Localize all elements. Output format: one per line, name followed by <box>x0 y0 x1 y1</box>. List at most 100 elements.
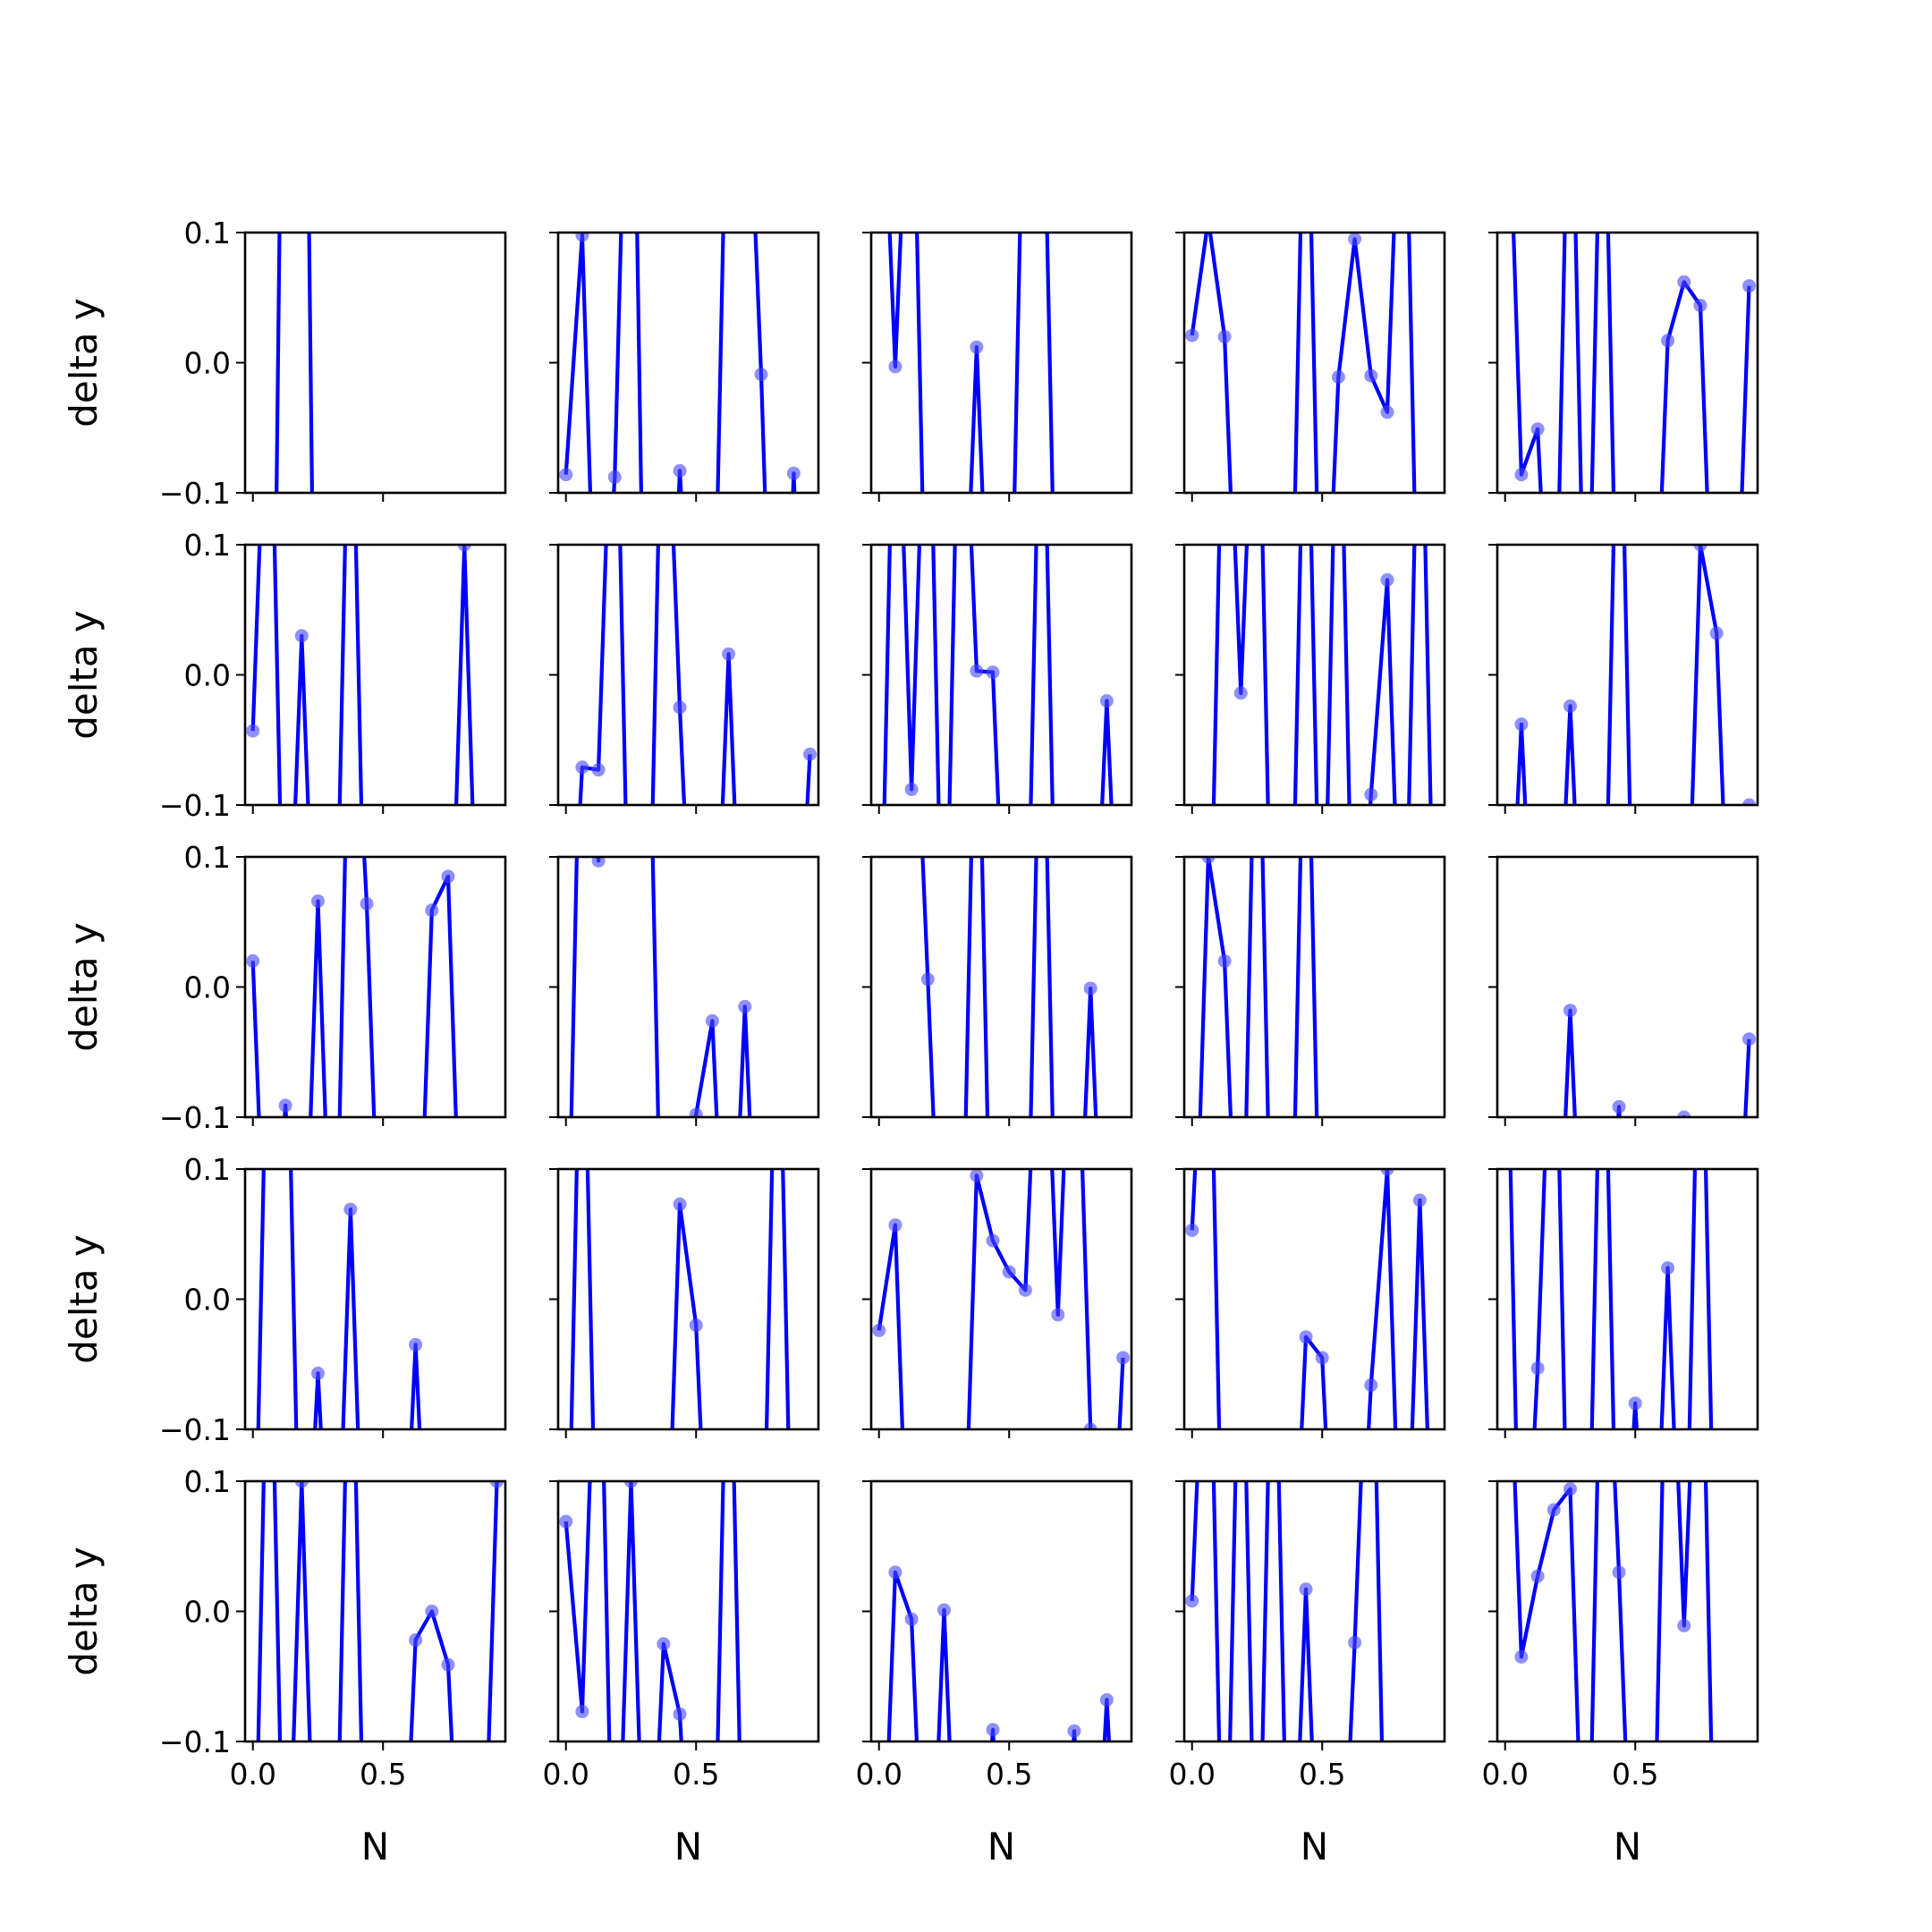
data-point <box>623 1481 638 1488</box>
x-tick-label: 0.5 <box>986 1757 1032 1792</box>
plot-area <box>886 1565 1114 1741</box>
data-point <box>872 1323 886 1337</box>
data-point <box>1364 369 1378 383</box>
subplot-3-2 <box>549 855 820 1126</box>
plot-area <box>256 1169 423 1429</box>
y-tick-label: 0.1 <box>184 216 231 250</box>
subplot-2-1: −0.1 0.0 0.1 delta y <box>62 528 507 823</box>
data-point <box>1364 787 1378 801</box>
y-axis-label: delta y <box>62 1234 106 1364</box>
plot-area <box>256 1481 504 1741</box>
data-point <box>904 783 919 797</box>
data-point <box>575 233 589 242</box>
y-tick-label: 0.1 <box>184 1464 231 1499</box>
data-point <box>457 545 471 552</box>
y-tick-label: −0.1 <box>159 1100 231 1135</box>
series-line <box>569 1169 791 1429</box>
x-tick-label: 0.0 <box>1168 1757 1215 1792</box>
data-point <box>722 647 736 661</box>
plot-area <box>1185 233 1417 493</box>
data-point <box>1530 422 1545 436</box>
data-point <box>1628 1396 1642 1411</box>
data-point <box>360 896 374 911</box>
subplot-3-4 <box>1175 855 1446 1126</box>
data-point <box>1742 1032 1757 1046</box>
data-point <box>1299 1330 1313 1344</box>
x-axis-label: N <box>674 1825 702 1868</box>
data-point <box>904 1612 919 1626</box>
subplot-2-4 <box>1175 543 1446 814</box>
subplot-1-3 <box>862 231 1133 502</box>
data-point <box>1514 717 1529 732</box>
y-tick-label: 0.0 <box>184 346 231 381</box>
plot-area <box>246 545 475 805</box>
subplot-3-3 <box>862 855 1133 1126</box>
plot-area <box>559 233 801 493</box>
data-point <box>607 470 622 485</box>
y-tick-label: −0.1 <box>159 476 231 511</box>
data-point <box>689 1318 703 1333</box>
series-line <box>564 1481 741 1741</box>
data-point <box>294 629 309 643</box>
plot-area <box>569 857 752 1117</box>
y-tick-label: 0.1 <box>184 1152 231 1187</box>
plot-area <box>872 1169 1131 1429</box>
plot-area <box>887 233 1055 493</box>
data-point <box>1315 1351 1329 1365</box>
data-point <box>986 665 1000 680</box>
data-point <box>1364 1378 1378 1393</box>
data-point <box>786 466 801 480</box>
data-point <box>1530 1361 1545 1376</box>
data-point <box>1299 1582 1313 1597</box>
subplot-2-5 <box>1488 543 1759 814</box>
data-point <box>409 1633 423 1648</box>
series-line <box>887 233 1055 493</box>
subplot-1-2 <box>549 231 820 502</box>
data-point <box>575 760 589 775</box>
data-point <box>310 1366 325 1380</box>
data-point <box>1002 1265 1016 1279</box>
data-point <box>490 1481 504 1488</box>
data-point <box>1217 329 1232 343</box>
series-line <box>1190 1481 1385 1741</box>
subplot-grid: −0.1 0.0 0.1 delta y −0.1 0.0 0.1 delta y −0.1 0.… <box>62 216 1759 1868</box>
plot-area <box>1185 1481 1385 1741</box>
y-tick-label: −0.1 <box>159 1412 231 1447</box>
data-point <box>425 903 439 918</box>
data-point <box>1612 1565 1626 1580</box>
y-tick-label: 0.0 <box>184 1283 231 1318</box>
y-tick-label: −0.1 <box>159 788 231 823</box>
subplot-5-4: 0.0 0.5 N <box>1168 1479 1446 1868</box>
data-point <box>1612 1099 1626 1114</box>
subplot-2-3 <box>862 543 1133 814</box>
data-point <box>559 468 573 482</box>
series-line <box>1513 1481 1714 1741</box>
data-point <box>310 894 325 908</box>
data-point <box>294 1481 309 1488</box>
data-point <box>888 1218 902 1233</box>
plot-area <box>575 545 818 805</box>
subplot-1-1: −0.1 0.0 0.1 delta y <box>62 216 507 511</box>
data-point <box>1661 334 1675 348</box>
subplot-2-2 <box>549 543 820 814</box>
series-line <box>1190 233 1417 493</box>
data-point <box>986 1723 1000 1737</box>
data-point <box>970 1169 984 1182</box>
y-axis-label: delta y <box>62 922 106 1052</box>
data-point <box>1563 699 1577 713</box>
y-axis-label: delta y <box>62 298 106 428</box>
series-line <box>256 1169 422 1429</box>
x-tick-label: 0.0 <box>1481 1757 1528 1792</box>
data-point <box>657 1637 671 1651</box>
y-axis-label: delta y <box>62 610 106 740</box>
y-tick-label: 0.0 <box>184 970 231 1005</box>
plot-area <box>1211 545 1433 805</box>
data-point <box>1693 545 1707 552</box>
series-line <box>877 1169 1125 1429</box>
data-point <box>1709 626 1724 640</box>
data-point <box>738 999 752 1013</box>
series-line <box>1515 545 1750 805</box>
data-point <box>1018 1283 1032 1297</box>
data-point <box>1412 1193 1427 1208</box>
